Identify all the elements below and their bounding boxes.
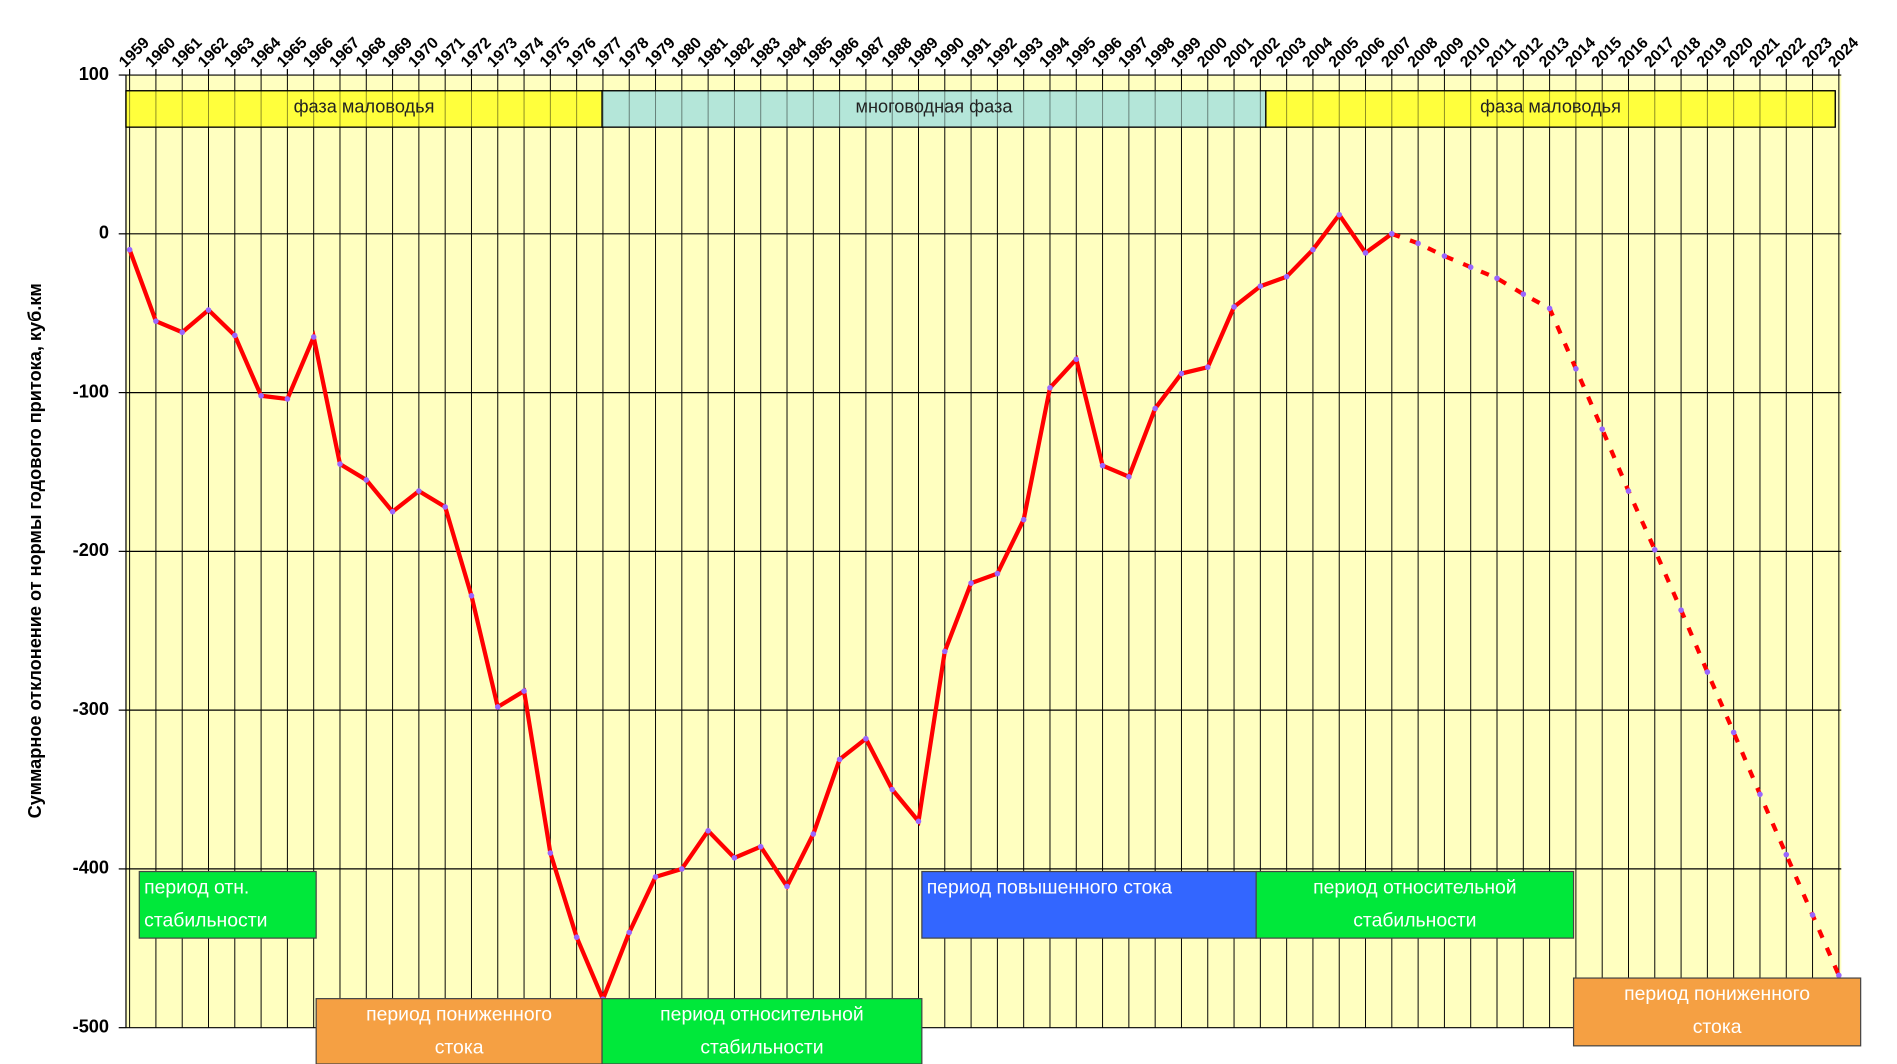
phase-label: фаза маловодья bbox=[294, 97, 435, 117]
y-tick-label: -500 bbox=[73, 1016, 109, 1036]
data-point bbox=[1336, 211, 1343, 218]
period-box bbox=[601, 998, 923, 1064]
phase-band-overlay bbox=[601, 90, 1267, 128]
data-point bbox=[810, 831, 817, 837]
data-point bbox=[1546, 305, 1553, 312]
data-point bbox=[1047, 385, 1053, 391]
data-point bbox=[1520, 291, 1527, 297]
data-point bbox=[1494, 275, 1500, 282]
data-point bbox=[889, 786, 895, 793]
data-point bbox=[1389, 231, 1395, 237]
data-point bbox=[1757, 791, 1763, 798]
x-tick-label: 2024 bbox=[1825, 34, 1862, 71]
period-label: период относительной bbox=[1313, 877, 1517, 899]
data-point bbox=[494, 704, 501, 710]
data-point bbox=[232, 332, 238, 339]
data-point bbox=[310, 334, 317, 340]
data-point bbox=[1651, 546, 1658, 553]
data-point bbox=[1099, 462, 1106, 469]
data-point bbox=[1152, 405, 1158, 412]
data-point bbox=[547, 850, 554, 856]
period-box bbox=[921, 870, 1257, 939]
y-tick-label: 0 bbox=[99, 223, 109, 243]
data-point bbox=[363, 477, 370, 483]
data-point bbox=[1704, 669, 1711, 675]
data-point bbox=[942, 648, 948, 655]
data-point bbox=[863, 735, 869, 742]
data-point bbox=[1126, 473, 1132, 480]
y-tick-label: -400 bbox=[73, 858, 109, 878]
y-tick-label: -100 bbox=[73, 381, 109, 401]
period-label: стабильности bbox=[1353, 909, 1476, 931]
data-point bbox=[153, 318, 159, 324]
phase-label: многоводная фаза bbox=[855, 97, 1013, 117]
data-point bbox=[1836, 972, 1842, 979]
data-point bbox=[1283, 273, 1290, 280]
data-point bbox=[416, 488, 422, 494]
data-point bbox=[757, 843, 764, 850]
data-point bbox=[626, 929, 633, 936]
data-point bbox=[1204, 364, 1211, 370]
data-point bbox=[915, 818, 922, 825]
data-point bbox=[1257, 283, 1264, 290]
data-point bbox=[337, 461, 343, 467]
data-point bbox=[1415, 240, 1421, 247]
data-point bbox=[994, 570, 1001, 577]
data-point bbox=[1625, 488, 1632, 494]
data-point bbox=[1310, 246, 1316, 253]
data-point bbox=[284, 396, 291, 402]
period-label: период относительной bbox=[660, 1004, 864, 1026]
data-point bbox=[1073, 356, 1080, 363]
data-point bbox=[1178, 370, 1185, 377]
data-point bbox=[468, 593, 475, 599]
period-label: период пониженного bbox=[366, 1004, 552, 1026]
data-point bbox=[1599, 426, 1605, 432]
data-point bbox=[179, 329, 185, 336]
data-point bbox=[442, 504, 448, 510]
data-point bbox=[968, 580, 974, 586]
data-point bbox=[573, 934, 580, 940]
period-box bbox=[138, 870, 317, 939]
phase-band-overlay bbox=[1265, 90, 1836, 128]
data-line bbox=[1391, 231, 1841, 977]
data-point bbox=[126, 246, 133, 253]
y-tick-label: -200 bbox=[73, 540, 109, 560]
y-axis-label: Суммарное отклонение от нормы годового п… bbox=[25, 283, 45, 818]
data-point bbox=[705, 828, 711, 834]
data-point bbox=[652, 874, 659, 880]
period-label: стабильности bbox=[700, 1036, 823, 1058]
data-point bbox=[679, 866, 685, 872]
period-label: период повышенного стока bbox=[927, 877, 1173, 899]
data-point bbox=[521, 688, 527, 694]
data-point bbox=[389, 508, 396, 515]
data-point bbox=[731, 855, 738, 861]
period-box bbox=[1255, 870, 1575, 939]
data-point bbox=[1678, 607, 1684, 613]
data-point bbox=[205, 307, 212, 313]
data-point bbox=[1467, 264, 1474, 270]
period-label: стока bbox=[1693, 1016, 1742, 1038]
data-point bbox=[1020, 516, 1027, 523]
data-point bbox=[836, 756, 843, 763]
period-label: период пониженного bbox=[1624, 983, 1810, 1005]
y-tick-label: -300 bbox=[73, 699, 109, 719]
period-box bbox=[1572, 977, 1862, 1047]
data-point bbox=[1730, 729, 1737, 736]
period-label: стабильности bbox=[144, 909, 267, 931]
phase-label: фаза маловодья bbox=[1480, 97, 1621, 117]
data-point bbox=[1362, 250, 1369, 256]
data-point bbox=[1441, 253, 1448, 259]
data-point bbox=[1573, 365, 1579, 372]
period-label: период отн. bbox=[144, 877, 249, 899]
y-tick-label: 100 bbox=[79, 64, 109, 84]
data-point bbox=[1809, 912, 1816, 918]
data-point bbox=[1231, 304, 1237, 310]
data-point bbox=[784, 883, 790, 890]
data-point bbox=[258, 392, 264, 399]
phase-band-overlay bbox=[125, 90, 603, 128]
period-label: стока bbox=[435, 1036, 484, 1058]
data-point bbox=[1783, 851, 1790, 858]
